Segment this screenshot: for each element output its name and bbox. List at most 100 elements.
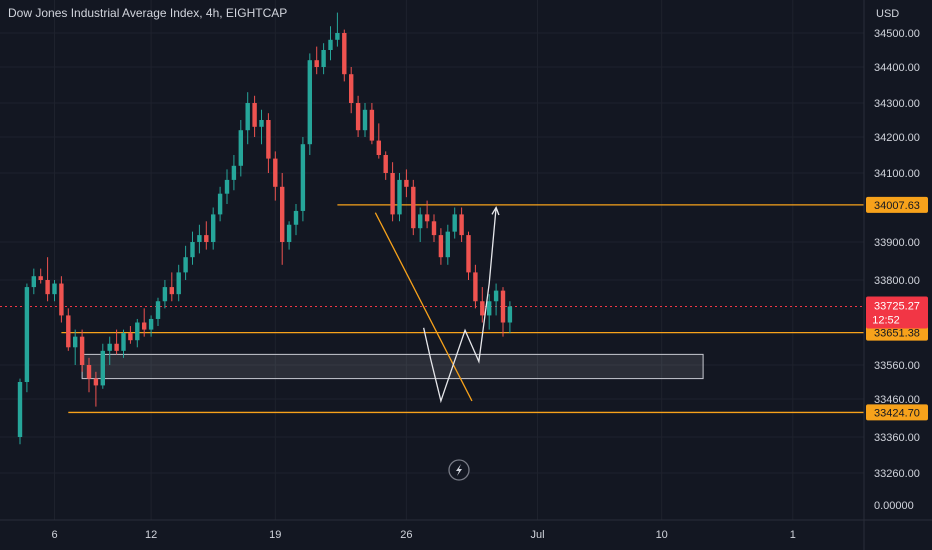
candle-body — [266, 120, 271, 159]
x-tick-label: 19 — [269, 529, 281, 541]
candle-body — [204, 235, 209, 242]
candle-body — [390, 173, 395, 215]
candlestick-series — [17, 12, 513, 445]
candle-body — [52, 283, 57, 295]
y-tick-label: 34200.00 — [874, 132, 920, 144]
candle-body — [128, 333, 133, 341]
candle-body — [418, 214, 423, 229]
candle-body — [93, 378, 99, 386]
candle-body — [349, 74, 354, 103]
candle-body — [411, 186, 416, 229]
y-tick-label: 33260.00 — [874, 468, 920, 480]
candle-body — [79, 336, 85, 365]
candle-body — [217, 193, 223, 215]
candle-body — [369, 109, 375, 141]
candle-body — [197, 235, 202, 242]
price-label-text: 34007.63 — [874, 200, 920, 212]
horizontal-lines[interactable] — [0, 204, 864, 414]
x-tick-label: 10 — [656, 529, 668, 541]
price-label-box — [866, 404, 928, 421]
candle-body — [466, 235, 471, 273]
candle-body — [38, 276, 43, 280]
x-tick-label: 12 — [145, 529, 157, 541]
candle-body — [487, 301, 492, 316]
price-label-box — [866, 196, 928, 213]
candle-body — [286, 224, 292, 242]
y-tick-label: 0.00000 — [874, 500, 914, 512]
candle-body — [176, 272, 181, 295]
candle-body — [342, 33, 347, 75]
trend-line[interactable] — [374, 212, 473, 402]
candle-body — [273, 158, 278, 187]
candle-body — [17, 382, 23, 437]
candle-body — [493, 290, 499, 302]
candle-body — [73, 336, 78, 348]
current-price-text: 33725.27 — [874, 300, 920, 312]
x-tick-label: 26 — [400, 529, 412, 541]
candle-body — [238, 130, 243, 166]
candle-body — [114, 343, 119, 351]
candle-body — [362, 109, 368, 131]
support-zone[interactable] — [81, 353, 704, 380]
candle-body — [445, 231, 450, 258]
current-price-box — [866, 296, 928, 329]
x-tick-label: Jul — [530, 529, 544, 541]
candle-body — [135, 322, 140, 341]
y-tick-label: 33560.00 — [874, 360, 920, 372]
candle-body — [100, 350, 105, 386]
candle-body — [307, 60, 312, 145]
time-axis[interactable]: 6 12 19 26 Jul 10 1 — [51, 529, 795, 541]
chart-title: Dow Jones Industrial Average Index, 4h, … — [8, 6, 288, 20]
price-labels: 34007.63 33651.38 33424.70 33725.27 12:52 — [866, 196, 928, 421]
price-label-box — [866, 324, 928, 341]
candle-body — [314, 60, 319, 67]
candle-body — [321, 50, 326, 67]
candle-body — [107, 343, 112, 351]
candle-body — [480, 301, 485, 316]
price-axis[interactable]: 34500.00 34400.00 34300.00 34200.00 34100.00… — [874, 28, 920, 512]
candle-body — [183, 257, 188, 273]
price-label-text: 33424.70 — [874, 407, 920, 419]
candle-body — [24, 287, 30, 382]
candle-body — [376, 140, 381, 155]
y-tick-label: 34100.00 — [874, 168, 920, 180]
candle-body — [245, 103, 250, 131]
projection-path[interactable] — [423, 207, 497, 404]
candle-body — [231, 165, 237, 180]
candle-body — [162, 287, 168, 302]
candle-body — [335, 33, 340, 40]
candle-body — [424, 214, 430, 222]
candle-body — [59, 283, 64, 316]
candle-body — [211, 214, 216, 242]
candle-body — [404, 179, 409, 187]
candle-body — [280, 186, 285, 242]
candle-body — [293, 210, 299, 225]
candle-body — [383, 155, 388, 173]
candle-body — [86, 365, 92, 379]
y-tick-label: 34300.00 — [874, 98, 920, 110]
y-tick-label: 34400.00 — [874, 62, 920, 74]
candle-body — [142, 322, 147, 330]
candle-body — [397, 179, 402, 215]
candle-body — [190, 242, 195, 258]
y-tick-label: 33460.00 — [874, 394, 920, 406]
x-tick-label: 6 — [51, 529, 57, 541]
candle-body — [473, 272, 478, 302]
candle-body — [259, 120, 264, 127]
lightning-icon[interactable] — [448, 459, 470, 481]
candle-body — [452, 214, 457, 232]
candle-body — [224, 179, 230, 194]
y-tick-label: 33800.00 — [874, 275, 920, 287]
candle-body — [328, 39, 333, 50]
candle-body — [431, 221, 437, 236]
currency-label: USD — [876, 8, 900, 20]
zone-rect[interactable] — [81, 353, 704, 380]
arrow-head — [491, 206, 500, 216]
drawings[interactable] — [374, 206, 500, 404]
candle-body — [438, 235, 444, 258]
candle-body — [500, 290, 506, 323]
candle-body — [252, 103, 257, 127]
candle-body — [148, 318, 154, 330]
